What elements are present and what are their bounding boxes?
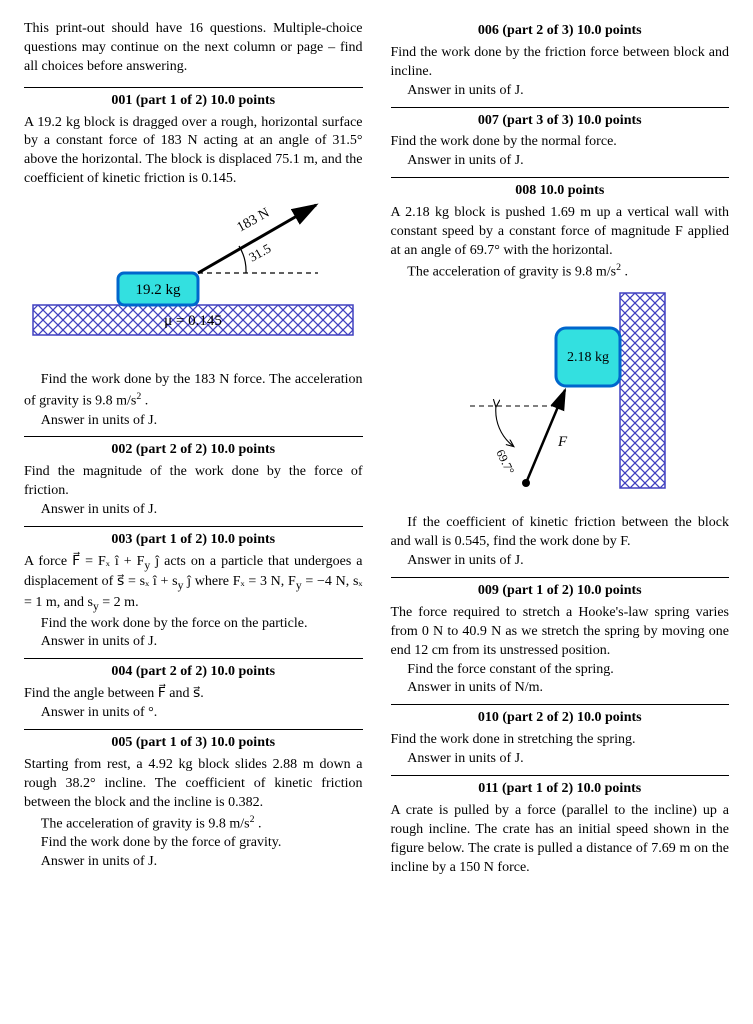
q001-figure: 19.2 kg μ = 0.145 31.5 183 N: [24, 195, 363, 365]
divider: [391, 775, 730, 776]
q009-find: Find the force constant of the spring.: [391, 661, 730, 680]
q008-accel: The acceleration of gravity is 9.8 m/s2 …: [391, 261, 730, 283]
q008-mass-label: 2.18 kg: [567, 350, 609, 365]
q003-text: A force F⃗ = Fₓ î + Fy ĵ acts on a parti…: [24, 553, 363, 615]
left-column: This print-out should have 16 questions.…: [24, 20, 363, 877]
q008-figure: 2.18 kg F 69.7°: [391, 288, 730, 508]
mass-label: 19.2 kg: [136, 282, 182, 298]
divider: [24, 658, 363, 659]
q008-force-label: F: [557, 434, 568, 450]
right-column: 006 (part 2 of 3) 10.0 points Find the w…: [391, 20, 730, 877]
mu-label: μ = 0.145: [164, 313, 222, 329]
q006-answer: Answer in units of J.: [391, 82, 730, 101]
q001-after-text: Find the work done by the 183 N force. T…: [24, 372, 363, 409]
force-label: 183 N: [235, 206, 273, 236]
divider: [24, 436, 363, 437]
q005-answer: Answer in units of J.: [24, 853, 363, 872]
q003-heading: 003 (part 1 of 2) 10.0 points: [24, 531, 363, 550]
q011-text: A crate is pulled by a force (parallel t…: [391, 802, 730, 878]
q001-heading: 001 (part 1 of 2) 10.0 points: [24, 92, 363, 111]
divider: [391, 577, 730, 578]
q008-heading: 008 10.0 points: [391, 182, 730, 201]
q009-text: The force required to stretch a Hooke's-…: [391, 604, 730, 661]
q006-text: Find the work done by the friction force…: [391, 44, 730, 82]
q005-find: Find the work done by the force of gravi…: [24, 834, 363, 853]
divider: [24, 87, 363, 88]
q003-find: Find the work done by the force on the p…: [24, 615, 363, 634]
divider: [24, 729, 363, 730]
q008-text: A 2.18 kg block is pushed 1.69 m up a ve…: [391, 204, 730, 261]
q002-answer: Answer in units of J.: [24, 501, 363, 520]
q003-answer: Answer in units of J.: [24, 633, 363, 652]
q008-after: If the coefficient of kinetic friction b…: [391, 514, 730, 552]
q004-text: Find the angle between F⃗ and s⃗.: [24, 685, 363, 704]
q006-heading: 006 (part 2 of 3) 10.0 points: [391, 22, 730, 41]
divider: [391, 704, 730, 705]
q004-heading: 004 (part 2 of 2) 10.0 points: [24, 663, 363, 682]
q004-answer: Answer in units of °.: [24, 704, 363, 723]
q010-text: Find the work done in stretching the spr…: [391, 731, 730, 750]
q005-text: Starting from rest, a 4.92 kg block slid…: [24, 756, 363, 813]
q001-answer: Answer in units of J.: [24, 412, 363, 431]
q009-heading: 009 (part 1 of 2) 10.0 points: [391, 582, 730, 601]
divider: [391, 177, 730, 178]
q001-text: A 19.2 kg block is dragged over a rough,…: [24, 114, 363, 190]
divider: [24, 526, 363, 527]
q002-heading: 002 (part 2 of 2) 10.0 points: [24, 441, 363, 460]
q011-heading: 011 (part 1 of 2) 10.0 points: [391, 780, 730, 799]
q005-heading: 005 (part 1 of 3) 10.0 points: [24, 734, 363, 753]
q001-after: Find the work done by the 183 N force. T…: [24, 371, 363, 411]
q008-angle-label: 69.7°: [493, 448, 517, 478]
q008-answer: Answer in units of J.: [391, 552, 730, 571]
divider: [391, 107, 730, 108]
q002-text: Find the magnitude of the work done by t…: [24, 463, 363, 501]
q010-heading: 010 (part 2 of 2) 10.0 points: [391, 709, 730, 728]
q010-answer: Answer in units of J.: [391, 750, 730, 769]
q007-answer: Answer in units of J.: [391, 152, 730, 171]
q009-answer: Answer in units of N/m.: [391, 679, 730, 698]
two-column-layout: This print-out should have 16 questions.…: [24, 20, 729, 877]
q005-accel: The acceleration of gravity is 9.8 m/s2 …: [24, 813, 363, 835]
intro-text: This print-out should have 16 questions.…: [24, 20, 363, 77]
q007-text: Find the work done by the normal force.: [391, 133, 730, 152]
q007-heading: 007 (part 3 of 3) 10.0 points: [391, 112, 730, 131]
